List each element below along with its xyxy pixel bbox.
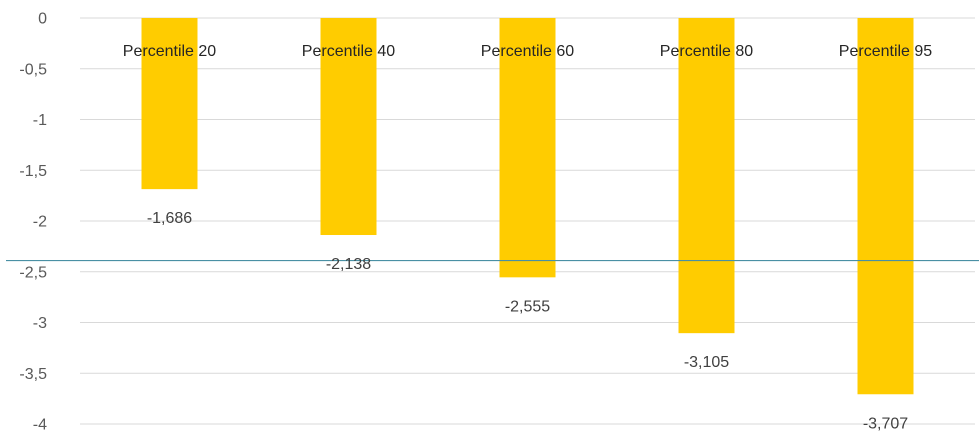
data-label: -3,707 [863, 415, 908, 432]
data-label: -1,686 [147, 210, 192, 227]
y-tick-label: 0 [38, 11, 47, 28]
bar [499, 18, 556, 278]
bars [141, 18, 914, 395]
y-axis-tick-labels: 0 -0,5 -1 -1,5 -2 -2,5 -3 -3,5 -4 [19, 11, 47, 434]
y-tick-label: -2,5 [19, 264, 47, 281]
data-label: -2,138 [326, 256, 371, 273]
y-tick-label: -1,5 [19, 163, 47, 180]
category-label: Percentile 40 [302, 43, 395, 60]
bar [857, 18, 914, 395]
bar [320, 18, 377, 236]
data-label: -3,105 [684, 354, 729, 371]
y-tick-label: -4 [33, 417, 47, 434]
y-tick-label: -2 [33, 214, 47, 231]
y-tick-label: -3 [33, 315, 47, 332]
y-tick-label: -1 [33, 112, 47, 129]
category-labels: Percentile 20 Percentile 40 Percentile 60 P… [123, 43, 932, 60]
category-label: Percentile 60 [481, 43, 574, 60]
data-labels: -1,686 -2,138 -2,555 -3,105 -3,707 [147, 210, 908, 432]
y-tick-label: -0,5 [19, 61, 47, 78]
y-tick-label: -3,5 [19, 366, 47, 383]
category-label: Percentile 80 [660, 43, 753, 60]
data-label: -2,555 [505, 298, 550, 315]
category-label: Percentile 95 [839, 43, 932, 60]
bar [141, 18, 198, 190]
category-label: Percentile 20 [123, 43, 216, 60]
bar [678, 18, 735, 334]
